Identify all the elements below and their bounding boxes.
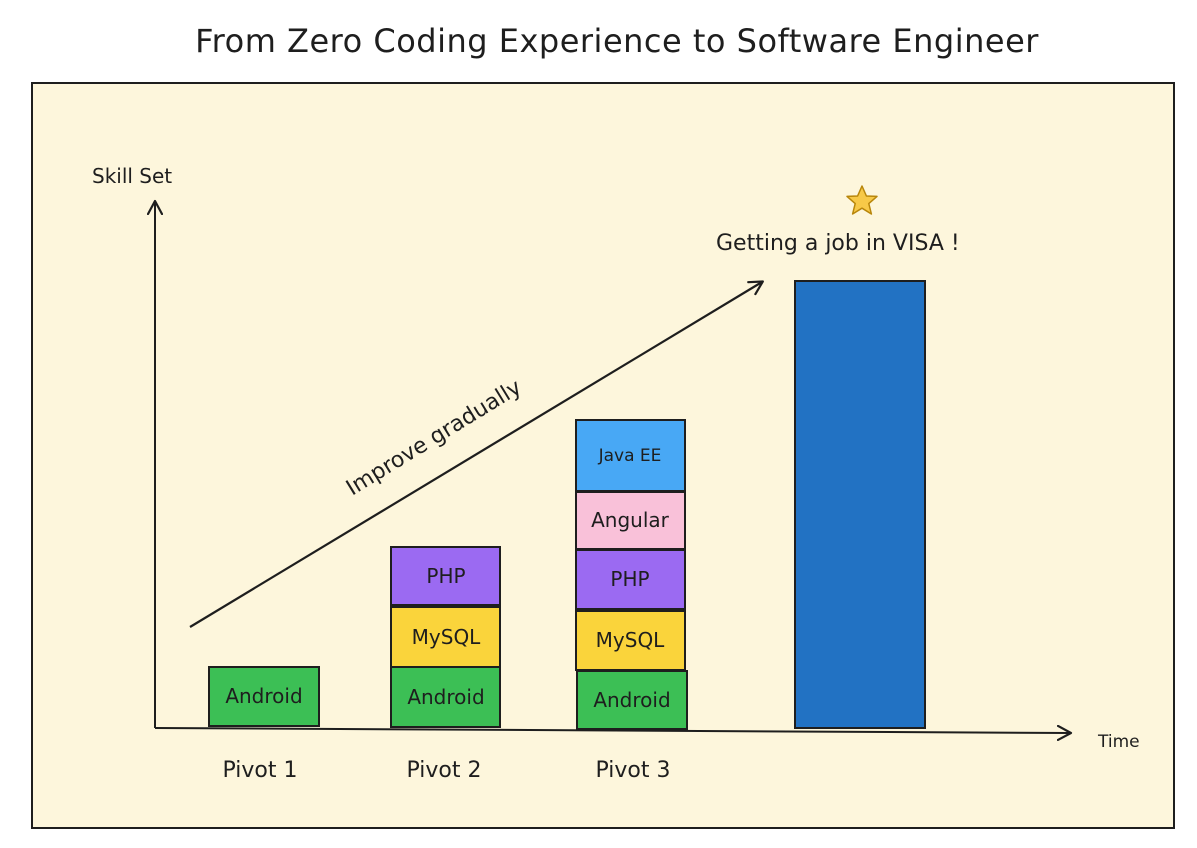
skill-label: Android bbox=[593, 688, 670, 712]
skill-block-android bbox=[390, 666, 501, 728]
pivot-1-label: Pivot 1 bbox=[223, 758, 298, 783]
skill-label: MySQL bbox=[596, 628, 666, 652]
skill-label: Java EE bbox=[598, 446, 662, 466]
star-icon bbox=[846, 185, 878, 215]
x-axis bbox=[154, 728, 1070, 733]
pivot-3-stack: Android MySQL PHP Angular Java EE bbox=[575, 419, 688, 730]
trend-arrow bbox=[189, 282, 762, 628]
skill-block-mysql bbox=[575, 610, 686, 671]
skill-block-java-ee bbox=[575, 419, 686, 492]
pivot-2-stack: Android MySQL PHP bbox=[390, 546, 501, 728]
x-axis-label: Time bbox=[1097, 732, 1140, 752]
pivot-3-label: Pivot 3 bbox=[596, 758, 671, 783]
goal-label: Getting a job in VISA ! bbox=[716, 231, 960, 256]
skill-block-mysql bbox=[390, 606, 501, 668]
skill-block-android bbox=[208, 666, 320, 727]
skill-label: PHP bbox=[426, 564, 465, 588]
pivot-2-label: Pivot 2 bbox=[407, 758, 482, 783]
y-axis-label: Skill Set bbox=[92, 164, 172, 188]
skill-block-angular bbox=[575, 491, 686, 550]
page-title: From Zero Coding Experience to Software … bbox=[195, 22, 1039, 60]
skill-label: Angular bbox=[591, 508, 670, 532]
skill-label: Android bbox=[225, 684, 302, 708]
skill-block-php bbox=[575, 549, 686, 610]
skill-block-php bbox=[390, 546, 501, 606]
skill-label: PHP bbox=[610, 567, 649, 591]
skill-label: MySQL bbox=[412, 625, 482, 649]
goal-bar bbox=[794, 280, 926, 729]
pivot-1-stack: Android bbox=[208, 666, 320, 727]
skill-label: Android bbox=[407, 685, 484, 709]
